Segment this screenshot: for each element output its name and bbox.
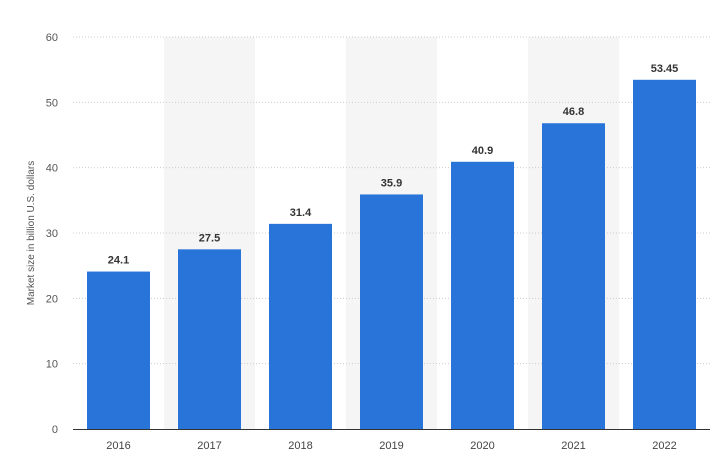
x-tick-label-2019: 2019	[379, 440, 403, 452]
x-axis-ticks: 2016 2017 2018 2019 2020 2021 2022	[106, 440, 676, 452]
x-tick-label-2016: 2016	[106, 440, 130, 452]
x-tick-label-2021: 2021	[561, 440, 585, 452]
x-tick-label-2020: 2020	[470, 440, 494, 452]
data-label-2016: 24.1	[108, 255, 129, 267]
bars	[87, 79, 696, 430]
data-label-2021: 46.8	[563, 106, 584, 118]
bar-2017	[178, 249, 241, 429]
y-tick-label: 40	[46, 163, 58, 175]
bar-2020	[451, 161, 514, 429]
y-tick-label: 50	[46, 97, 58, 109]
data-label-2022: 53.45	[651, 63, 679, 75]
y-tick-label: 10	[46, 359, 58, 371]
y-axis-ticks: 0 10 20 30 40 50 60	[46, 32, 58, 436]
bar-2016	[87, 271, 150, 429]
data-label-2018: 31.4	[290, 207, 312, 219]
data-labels: 24.1 27.5 31.4 35.9 40.9 46.8 53.45	[108, 63, 678, 267]
data-label-2019: 35.9	[381, 177, 402, 189]
x-tick-label-2017: 2017	[197, 440, 221, 452]
x-tick-label-2018: 2018	[288, 440, 312, 452]
bar-2018	[269, 223, 332, 429]
bar-2019	[360, 194, 423, 429]
data-label-2017: 27.5	[199, 232, 220, 244]
y-tick-label: 20	[46, 293, 58, 305]
y-tick-label: 0	[52, 424, 58, 436]
data-label-2020: 40.9	[472, 145, 493, 157]
bar-2021	[542, 123, 605, 430]
y-axis-label: Market size in billion U.S. dollars	[26, 161, 37, 306]
y-tick-label: 60	[46, 32, 58, 44]
y-tick-label: 30	[46, 228, 58, 240]
bar-2022	[633, 79, 696, 429]
x-tick-label-2022: 2022	[652, 440, 676, 452]
